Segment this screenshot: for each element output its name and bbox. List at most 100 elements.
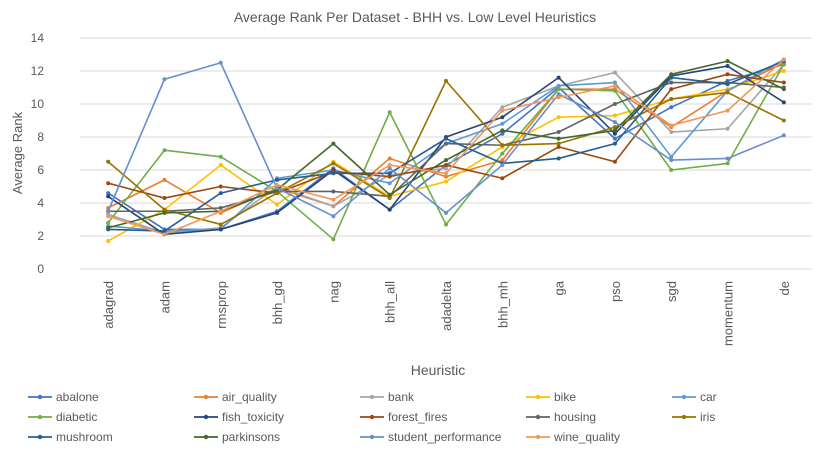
series-iris (106, 78, 786, 227)
data-point (444, 171, 448, 176)
data-point (387, 181, 392, 186)
data-point (500, 163, 505, 168)
x-axis-label: Heuristic (411, 362, 465, 378)
legend-item-wine-quality: wine_quality (526, 430, 620, 444)
data-point (387, 110, 392, 115)
series-wine-quality (106, 57, 786, 237)
data-point (275, 182, 280, 187)
legend-marker (37, 414, 43, 420)
data-point (612, 131, 617, 136)
legend-label: parkinsons (222, 430, 280, 444)
legend-item-bike: bike (526, 390, 576, 404)
x-tick-label-bhh-all: bhh_all (383, 281, 398, 323)
data-point (781, 57, 786, 62)
data-point (725, 108, 730, 113)
legend-label: bike (554, 390, 576, 404)
data-point (500, 151, 505, 156)
x-tick-label-ga: ga (552, 280, 567, 295)
data-point (387, 156, 392, 161)
y-tick-label: 2 (37, 229, 44, 243)
legend-marker (203, 434, 209, 440)
data-point (612, 120, 617, 125)
data-point (556, 83, 561, 88)
data-point (612, 83, 617, 88)
series-diabetic (106, 62, 786, 242)
data-point (331, 189, 336, 194)
data-point (444, 136, 448, 141)
data-point (275, 191, 280, 196)
legend: abalone air_quality bank bike car diabetic fis… (28, 390, 717, 444)
data-point (669, 75, 674, 80)
legend-label: housing (554, 410, 596, 424)
series-student-performance (106, 60, 786, 219)
data-point (218, 209, 223, 214)
data-point (218, 154, 223, 159)
data-point (500, 115, 505, 120)
legend-marker (681, 414, 687, 420)
data-point (444, 174, 448, 179)
data-point (556, 115, 561, 120)
y-tick-label: 12 (31, 64, 45, 78)
legend-item-mushroom: mushroom (28, 430, 113, 444)
x-tick-label-nag: nag (326, 281, 341, 303)
data-point (781, 80, 786, 85)
data-point (669, 97, 674, 102)
legend-label: bank (388, 390, 415, 404)
data-point (275, 186, 280, 191)
x-tick-label-momentum: momentum (721, 281, 736, 346)
legend-item-bank: bank (360, 390, 415, 404)
y-tick-label: 4 (37, 196, 44, 210)
data-point (106, 191, 111, 196)
data-point (612, 141, 617, 146)
x-tick-label-bhh-gd: bhh_gd (270, 281, 285, 324)
data-point (669, 154, 674, 159)
data-point (331, 214, 336, 219)
data-point (162, 77, 167, 82)
data-point (781, 69, 786, 73)
data-point (612, 113, 617, 118)
data-point (556, 75, 561, 80)
y-tick-label: 10 (31, 97, 45, 111)
y-tick-label: 8 (37, 130, 44, 144)
y-tick-label: 6 (37, 163, 44, 177)
data-point (106, 238, 111, 243)
data-point (162, 232, 167, 237)
legend-marker (369, 394, 375, 400)
data-point (725, 156, 730, 161)
data-point (162, 177, 167, 182)
series-lines (106, 57, 786, 243)
data-point (556, 141, 561, 146)
x-tick-label-bhh-mh: bhh_mh (495, 281, 510, 328)
data-point (331, 204, 336, 209)
data-point (725, 82, 730, 87)
data-point (387, 166, 392, 171)
data-point (500, 128, 505, 133)
legend-marker (203, 394, 209, 400)
data-point (781, 133, 786, 138)
data-point (162, 148, 167, 153)
y-tick-label: 0 (37, 262, 44, 276)
x-tick-label-adadelta: adadelta (439, 280, 454, 331)
x-tick-label-adagrad: adagrad (101, 281, 116, 329)
series-line-bank (107, 63, 785, 234)
data-point (162, 207, 167, 212)
data-point (781, 100, 786, 105)
data-point (725, 126, 730, 131)
data-point (781, 62, 786, 67)
legend-label: forest_fires (388, 410, 447, 424)
legend-marker (535, 434, 541, 440)
data-point (331, 171, 336, 176)
legend-item-fish-toxicity: fish_toxicity (194, 410, 284, 424)
series-line-abalone (107, 63, 785, 231)
data-point (612, 88, 617, 93)
legend-label: fish_toxicity (222, 410, 284, 424)
data-point (162, 229, 167, 234)
data-point (162, 196, 167, 201)
data-point (444, 141, 448, 146)
data-point (500, 158, 505, 163)
legend-label: student_performance (388, 430, 502, 444)
legend-label: iris (700, 410, 715, 424)
data-point (331, 197, 336, 202)
data-point (500, 143, 505, 148)
data-point (387, 192, 392, 197)
